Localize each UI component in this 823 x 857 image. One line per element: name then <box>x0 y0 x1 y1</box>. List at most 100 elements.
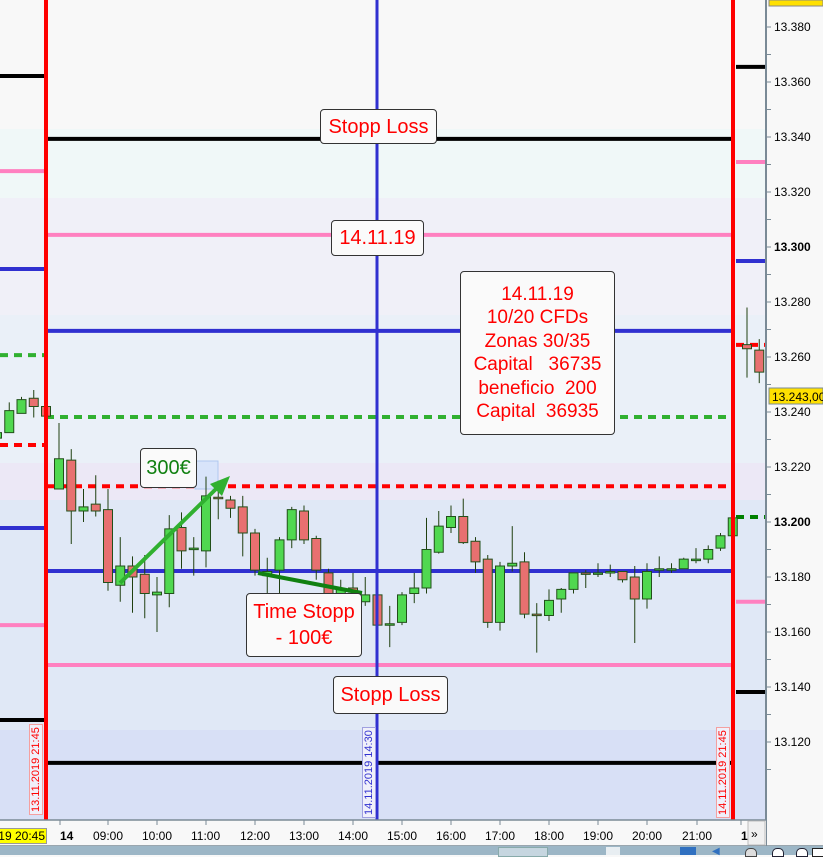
candle[interactable] <box>384 605 395 648</box>
candle[interactable] <box>28 390 39 418</box>
candle[interactable] <box>225 495 236 518</box>
candle[interactable] <box>0 431 2 441</box>
candle-body <box>237 506 248 534</box>
time-tick-label: 09:00 <box>93 829 123 843</box>
price-tick-label: 13.260 <box>774 350 811 364</box>
scrollbar-thumb[interactable] <box>498 847 548 857</box>
grid-icon[interactable] <box>812 848 823 857</box>
candle[interactable] <box>495 561 505 631</box>
zoom-out-icon[interactable] <box>772 848 784 857</box>
candle[interactable] <box>409 572 420 604</box>
candle-body <box>580 572 591 575</box>
price-tick-label: 13.360 <box>774 75 811 89</box>
candle-body <box>715 535 726 549</box>
candle[interactable] <box>544 589 554 621</box>
time-tick-label: 19:00 <box>583 829 613 843</box>
zoom-time-icon[interactable] <box>745 848 757 857</box>
candle-body <box>152 591 162 596</box>
candle-body <box>225 499 236 509</box>
candle[interactable] <box>78 489 89 522</box>
candle[interactable] <box>66 449 77 544</box>
loss-line <box>257 571 363 595</box>
candle[interactable] <box>446 505 456 534</box>
candle[interactable] <box>715 533 726 551</box>
candle-body <box>28 397 39 407</box>
stop-loss-bottom-label[interactable]: Stopp Loss <box>333 676 448 714</box>
candle[interactable] <box>531 603 542 653</box>
candle[interactable] <box>617 571 628 583</box>
candle[interactable] <box>299 505 309 545</box>
candle-body <box>433 525 444 553</box>
candle[interactable] <box>286 506 297 549</box>
candle[interactable] <box>642 563 652 609</box>
candle[interactable] <box>629 566 640 643</box>
candle[interactable] <box>703 545 714 564</box>
candle[interactable] <box>593 563 603 577</box>
candle-body <box>470 540 481 563</box>
scroll-right-button[interactable] <box>747 820 766 846</box>
candle[interactable] <box>152 577 162 632</box>
scrollbar-button[interactable] <box>606 847 620 855</box>
candle[interactable] <box>742 307 752 378</box>
candle[interactable] <box>90 475 101 517</box>
date-label[interactable]: 14.11.19 <box>331 220 424 256</box>
zoom-in-icon[interactable] <box>796 848 808 857</box>
candle[interactable] <box>556 588 567 613</box>
candle[interactable] <box>139 555 150 619</box>
candle[interactable] <box>482 555 493 628</box>
time-tick-label: 12:00 <box>240 829 270 843</box>
price-axis[interactable] <box>765 0 823 846</box>
candle[interactable] <box>666 563 677 573</box>
candle[interactable] <box>470 537 481 573</box>
time-stop-box[interactable]: Time Stopp - 100€ <box>246 593 362 657</box>
candle[interactable] <box>580 570 591 588</box>
candle-body <box>519 561 530 615</box>
candle-body <box>654 568 665 571</box>
back-arrow-icon[interactable]: ◀ <box>712 846 720 857</box>
candle[interactable] <box>188 537 199 576</box>
candle[interactable] <box>103 489 113 591</box>
calendar-icon[interactable] <box>680 847 696 855</box>
candle[interactable] <box>691 548 701 564</box>
candle[interactable] <box>507 526 518 572</box>
candle[interactable] <box>458 498 469 544</box>
stop-loss-top-label[interactable]: Stopp Loss <box>320 109 437 144</box>
candle[interactable] <box>754 339 765 384</box>
info-box[interactable]: 14.11.19 10/20 CFDs Zonas 30/35 Capital … <box>460 271 615 435</box>
candle[interactable] <box>16 396 27 414</box>
info-profit: beneficio 200 <box>478 377 597 399</box>
candle[interactable] <box>421 517 432 594</box>
candle[interactable] <box>274 537 285 594</box>
candle[interactable] <box>397 592 407 626</box>
candle-body <box>593 572 603 575</box>
candle[interactable] <box>519 552 530 619</box>
candle[interactable] <box>54 423 64 490</box>
candle-body <box>384 623 395 626</box>
current-price-tag: 13.243,00 <box>768 387 823 405</box>
double-chevron-right-icon[interactable]: » <box>751 827 758 841</box>
candle[interactable] <box>678 557 689 570</box>
price-tick-label: 13.140 <box>774 680 811 694</box>
candle[interactable] <box>311 535 322 580</box>
candle-body <box>703 549 714 560</box>
candle-body <box>176 527 187 552</box>
candle[interactable] <box>4 402 15 434</box>
candle[interactable] <box>568 572 579 594</box>
candle[interactable] <box>654 556 665 577</box>
candle[interactable] <box>237 495 248 557</box>
candle[interactable] <box>164 515 175 608</box>
price-tick-label: 13.340 <box>774 130 811 144</box>
candle[interactable] <box>433 511 444 554</box>
gain-label[interactable]: 300€ <box>140 448 197 488</box>
candle-body <box>201 495 211 552</box>
candle-body <box>139 573 150 594</box>
candle[interactable] <box>201 476 211 568</box>
time-tick-label: 21:00 <box>682 829 712 843</box>
start-date-tag: 13.11.2019 20:45 <box>0 828 47 844</box>
price-tick-label: 13.320 <box>774 185 811 199</box>
candle[interactable] <box>605 564 616 577</box>
candle-body <box>678 558 689 570</box>
time-marker-label: 14.11.2019 14:30 <box>362 727 376 818</box>
candle[interactable] <box>250 528 260 576</box>
